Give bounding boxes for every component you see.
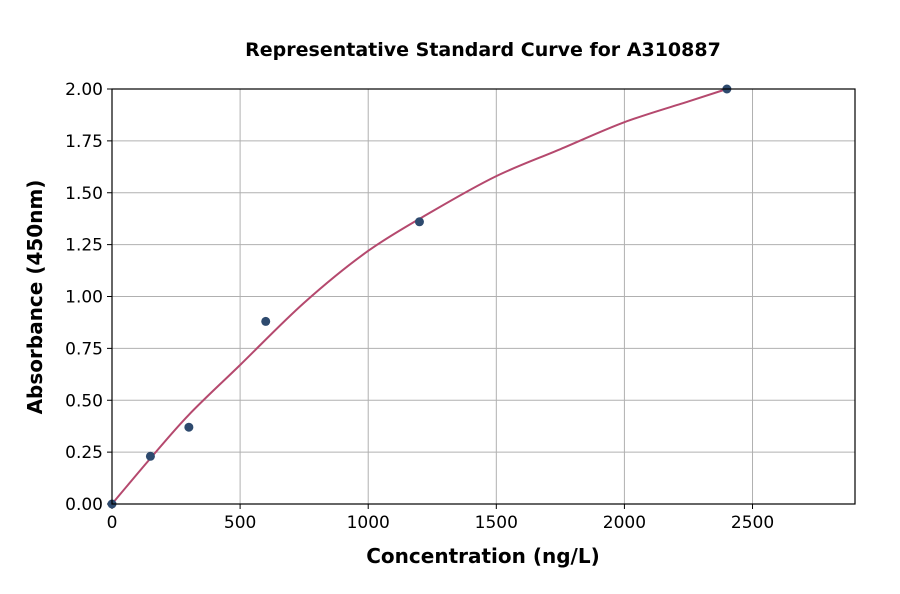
data-points <box>107 84 732 509</box>
x-axis-label: Concentration (ng/L) <box>366 544 599 568</box>
x-tick-label: 2500 <box>731 513 774 533</box>
gridlines <box>111 88 855 505</box>
x-tick-label: 500 <box>224 513 256 533</box>
y-tick-label: 0.00 <box>65 495 103 515</box>
fit-curve <box>111 88 728 505</box>
y-tick-label: 0.75 <box>65 339 103 359</box>
tick-labels: 0 500 1000 1500 2000 2500 0.00 0.25 0.50 0.75 1.00… <box>65 80 774 533</box>
plot-frame <box>111 88 856 505</box>
data-point <box>184 422 194 432</box>
y-tick-label: 1.25 <box>65 236 103 256</box>
y-axis-label: Absorbance (450nm) <box>23 180 47 415</box>
y-tick-label: 0.50 <box>65 391 103 411</box>
x-tick-label: 1500 <box>475 513 518 533</box>
chart-title: Representative Standard Curve for A31088… <box>245 39 721 61</box>
y-tick-label: 0.25 <box>65 443 103 463</box>
x-tick-label: 2000 <box>603 513 646 533</box>
y-tick-label: 1.00 <box>65 288 103 308</box>
y-tick-label: 2.00 <box>65 80 103 100</box>
x-tick-label: 0 <box>107 513 118 533</box>
data-point <box>261 316 271 326</box>
y-tick-label: 1.75 <box>65 132 103 152</box>
data-point <box>414 217 424 227</box>
y-tick-label: 1.50 <box>65 184 103 204</box>
x-tick-label: 1000 <box>347 513 390 533</box>
data-point <box>145 451 155 461</box>
